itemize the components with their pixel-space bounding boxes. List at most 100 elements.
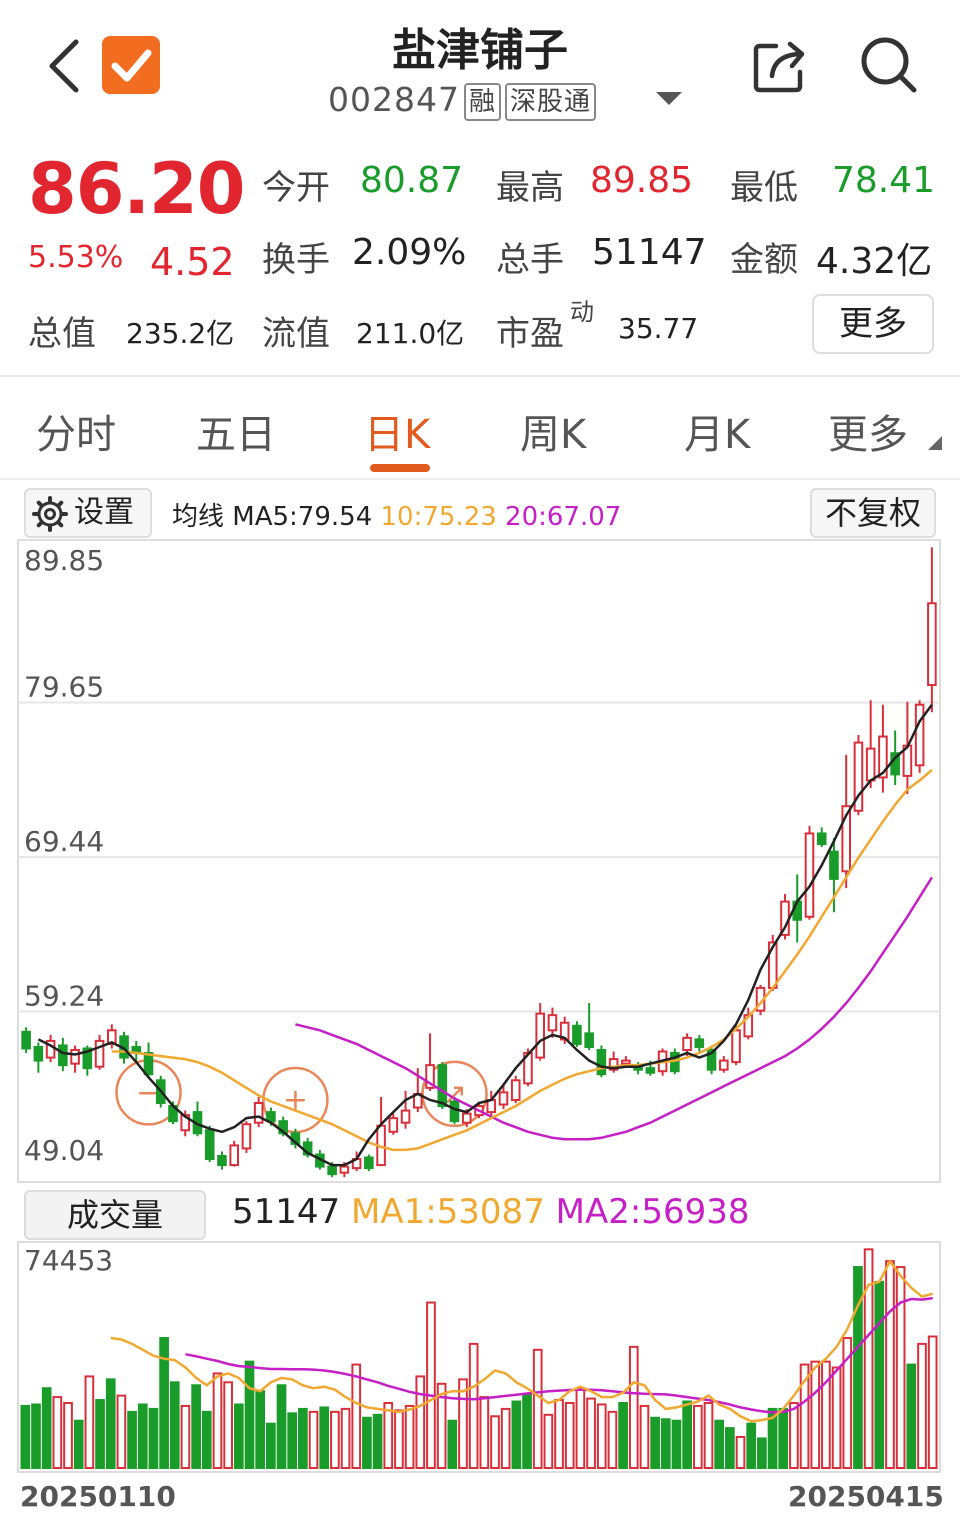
candle-body	[33, 1045, 44, 1062]
candle	[143, 1042, 154, 1078]
candle	[914, 700, 925, 773]
volume-bar	[490, 1415, 500, 1469]
volume-bar	[692, 1404, 703, 1470]
tab-intraday[interactable]: 分时	[36, 412, 116, 458]
pe-dynamic-sup: 动	[570, 298, 594, 326]
volume-bar	[863, 1248, 874, 1470]
low-label: 最低	[730, 168, 798, 208]
volume-bar	[63, 1401, 73, 1469]
volume-bar	[52, 1396, 63, 1469]
volume-bar	[714, 1419, 725, 1469]
volume-bar	[458, 1378, 468, 1469]
change-percent: 5.53%	[28, 240, 124, 275]
candle	[204, 1125, 215, 1163]
volume-bar	[212, 1372, 223, 1470]
candle	[229, 1140, 239, 1167]
tab-monthly-k[interactable]: 月K	[684, 412, 751, 458]
candle-body	[364, 1156, 374, 1170]
volume-bar	[746, 1422, 757, 1470]
candle	[388, 1113, 399, 1135]
ma-legend: 均线 MA5:79.54 10:75.23 20:67.07	[172, 496, 621, 533]
volume-bar	[831, 1366, 842, 1469]
more-quote-button[interactable]: 更多	[812, 294, 934, 354]
amount-label: 金额	[730, 240, 798, 280]
candle-body	[816, 832, 827, 846]
turnover-label: 换手	[262, 240, 330, 280]
candle	[584, 1003, 594, 1051]
candle-body	[865, 747, 876, 782]
candle-body	[229, 1144, 239, 1167]
share-icon[interactable]	[750, 36, 810, 96]
gear-icon	[32, 496, 68, 532]
candle-body	[461, 1112, 472, 1124]
volume-bar	[84, 1375, 95, 1469]
ma10-value: 10:75.23	[380, 502, 497, 532]
volume-bar	[298, 1407, 308, 1469]
volume-bar	[810, 1360, 821, 1469]
active-tab-indicator	[370, 464, 430, 472]
candle-body	[853, 741, 864, 812]
candle-body	[437, 1064, 448, 1108]
market-cap-value: 235.2亿	[126, 317, 235, 350]
volume-bar	[543, 1413, 554, 1470]
volume-bar	[266, 1422, 276, 1470]
tab-daily-k[interactable]: 日K	[364, 412, 431, 458]
volume-bar	[159, 1336, 169, 1469]
volume-max-label: 74453	[24, 1244, 113, 1277]
volume-ma2: MA2:56938	[555, 1192, 750, 1232]
settings-button[interactable]: 设置	[24, 488, 152, 538]
candle-body	[927, 602, 937, 687]
candle	[841, 754, 851, 888]
volume-bar	[628, 1345, 639, 1469]
watchlist-check-icon[interactable]	[102, 36, 160, 94]
candle	[253, 1096, 264, 1128]
volume-bar	[511, 1400, 522, 1469]
ma20-line	[295, 876, 933, 1141]
volume-bar	[575, 1387, 586, 1469]
volume-bar	[917, 1342, 927, 1469]
candle-body	[731, 1029, 741, 1064]
ma20-value: 20:67.07	[505, 502, 622, 532]
volume-bar	[404, 1404, 415, 1470]
volume-bar	[394, 1409, 404, 1470]
volume-bar	[340, 1407, 351, 1469]
volume-bar	[479, 1396, 490, 1469]
candle-body	[694, 1038, 705, 1048]
divider	[0, 375, 960, 377]
volume-chart[interactable]: 74453	[0, 1240, 960, 1476]
volume-bar	[885, 1260, 895, 1470]
volume-bar	[778, 1407, 789, 1469]
low-value: 78.41	[832, 160, 936, 201]
tab-more[interactable]: 更多	[828, 412, 908, 458]
x-start-label: 20250110	[20, 1480, 176, 1513]
candle	[547, 1007, 558, 1038]
volume-legend: 51147 MA1:53087 MA2:56938	[232, 1192, 749, 1232]
dropdown-caret-icon[interactable]	[656, 92, 682, 105]
volume-bar	[233, 1403, 244, 1469]
candle-body	[608, 1058, 619, 1071]
candle-body	[829, 850, 839, 880]
volume-bar	[31, 1403, 41, 1469]
candle-body	[841, 805, 851, 873]
candle	[804, 825, 815, 920]
adjust-button[interactable]: 不复权	[810, 488, 936, 538]
volume-bar	[799, 1363, 810, 1469]
volume-bar	[137, 1403, 148, 1469]
volume-bar	[725, 1427, 735, 1469]
candle-body	[21, 1030, 31, 1050]
volume-bar	[607, 1410, 618, 1469]
tab-weekly-k[interactable]: 周K	[520, 412, 587, 458]
candle	[70, 1045, 80, 1073]
back-arrow-icon[interactable]	[40, 36, 90, 96]
candle	[878, 704, 888, 793]
svg-text:+: +	[283, 1083, 308, 1118]
tab-five-day[interactable]: 五日	[196, 412, 276, 458]
float-cap-value: 211.0亿	[356, 317, 465, 350]
volume-bar	[148, 1407, 159, 1469]
volume-indicator-button[interactable]: 成交量	[24, 1190, 206, 1240]
ma-prefix: 均线	[172, 502, 225, 532]
volume-ma1: MA1:53087	[350, 1192, 545, 1232]
search-icon[interactable]	[858, 34, 920, 96]
candle-body	[914, 703, 925, 767]
